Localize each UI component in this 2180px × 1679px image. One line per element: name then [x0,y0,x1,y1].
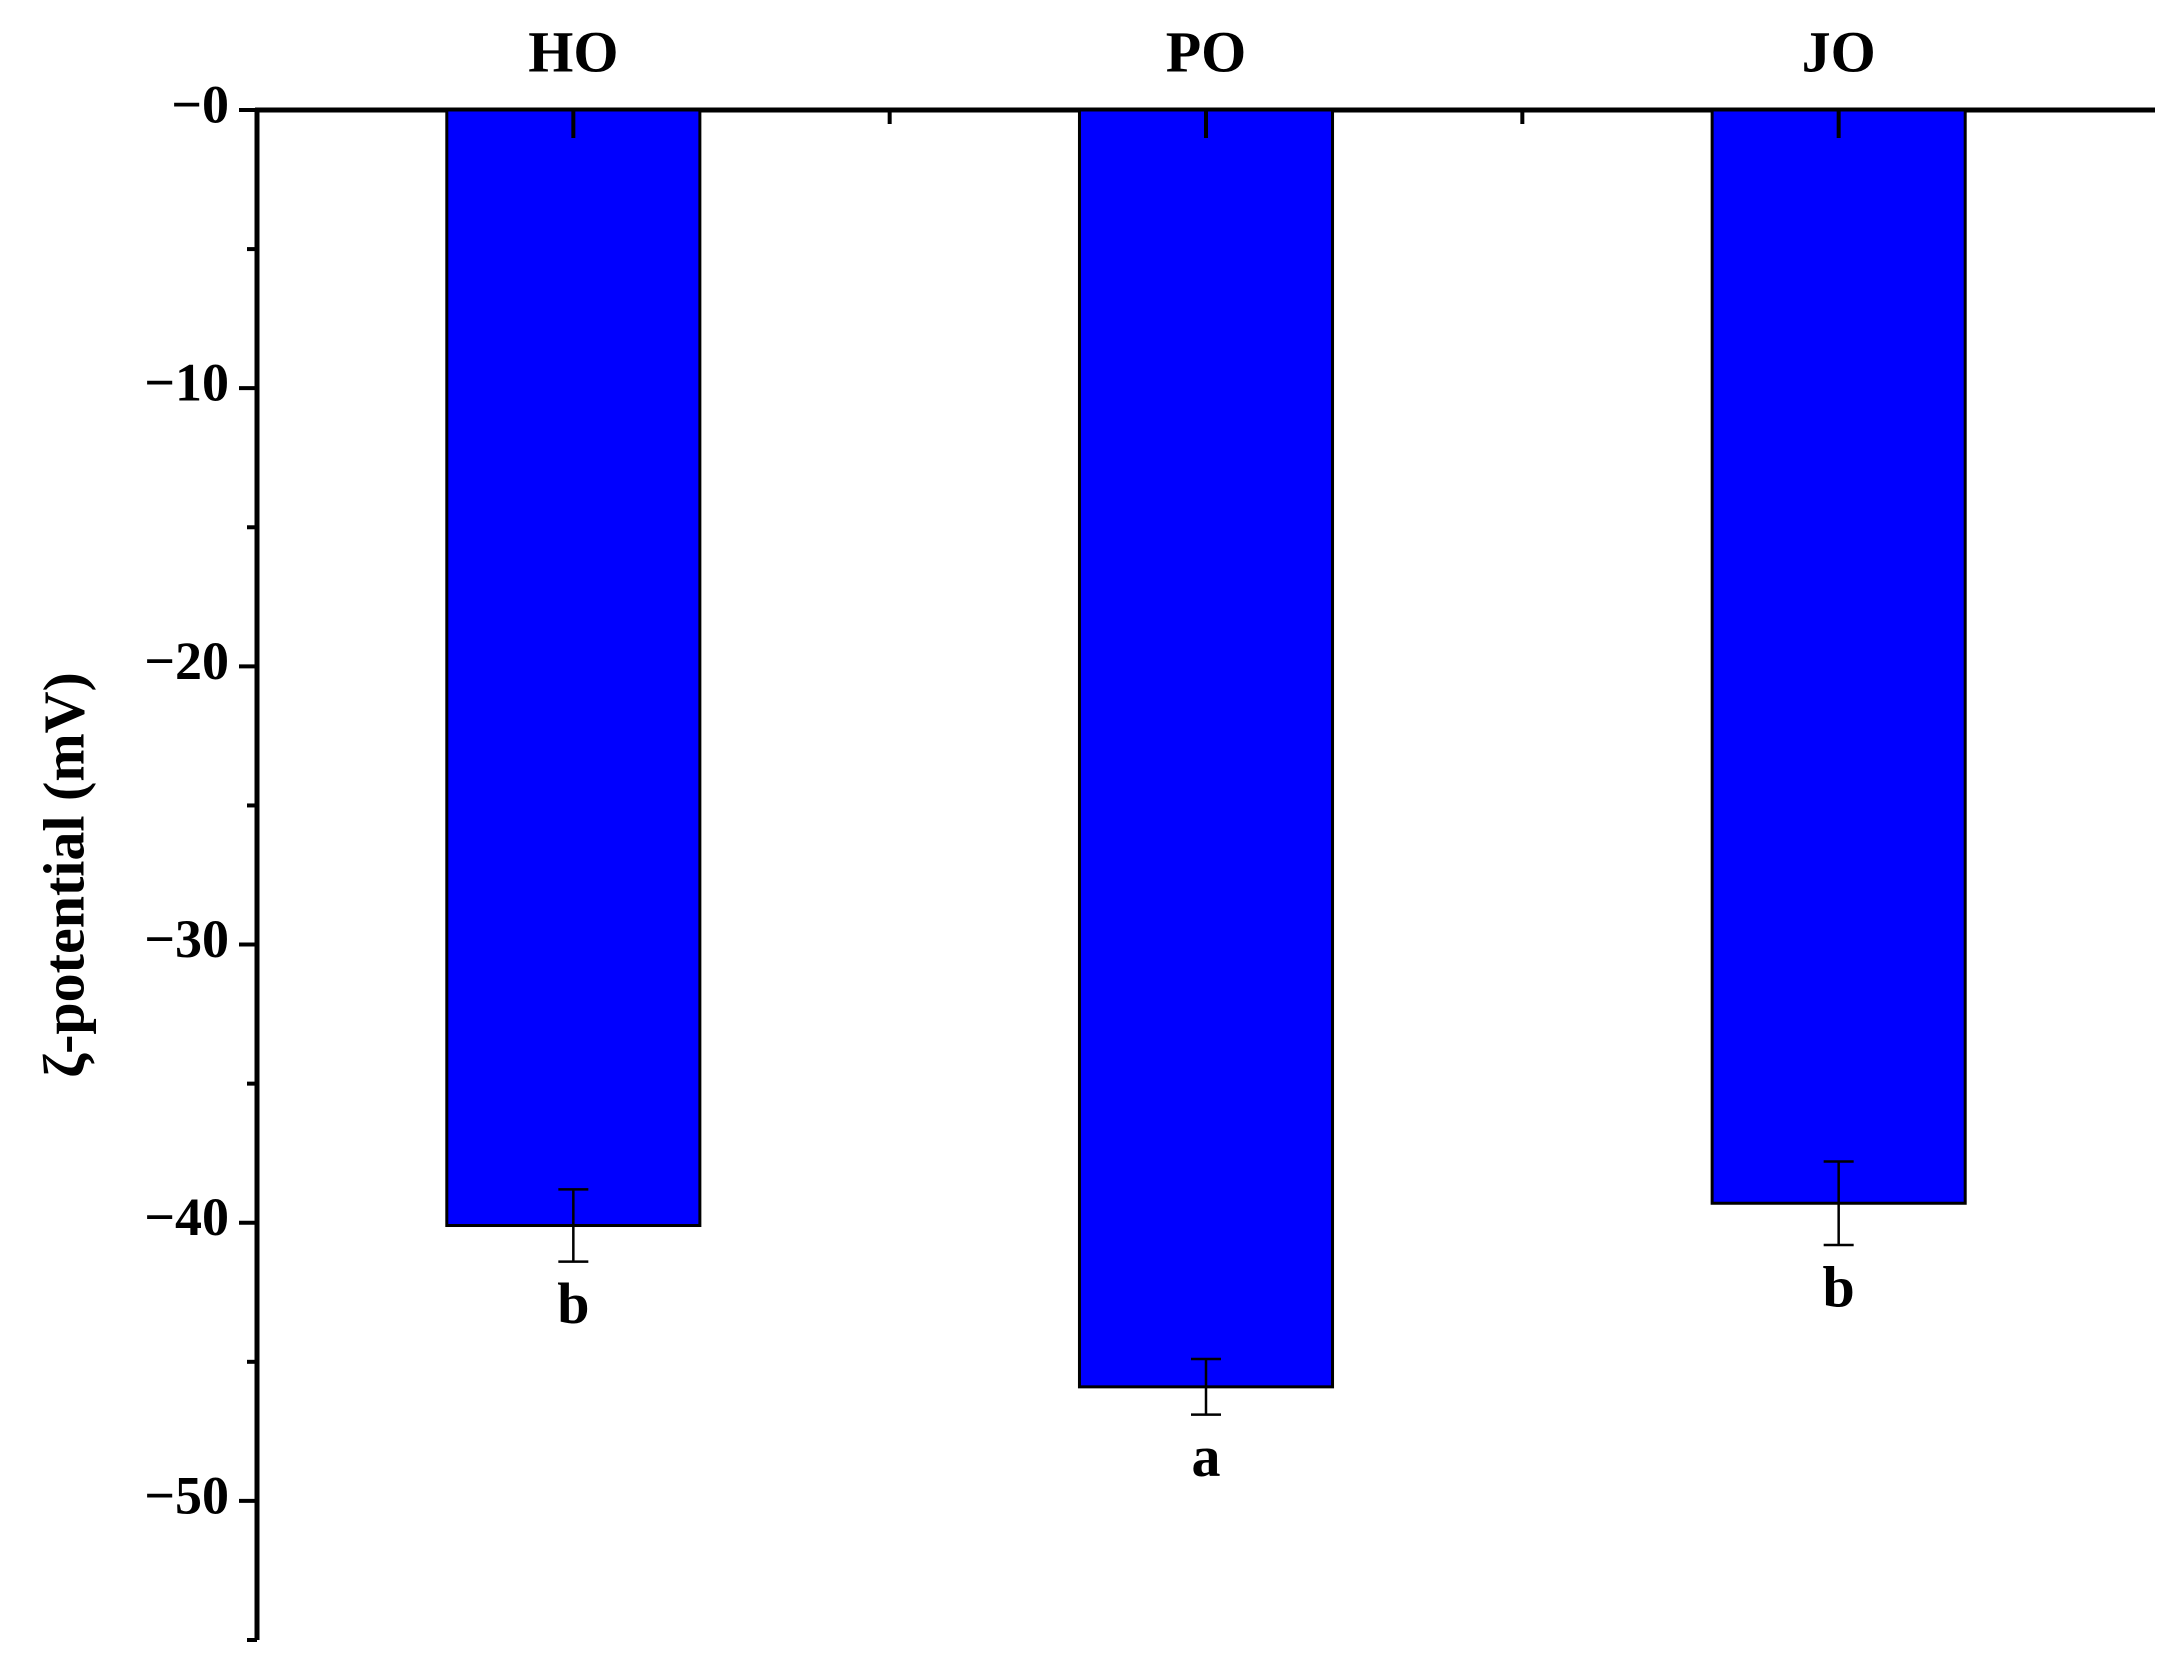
significance-label: b [557,1271,589,1336]
y-tick-label: −50 [144,1465,229,1525]
y-tick-label: −10 [144,353,229,413]
significance-label: a [1192,1424,1221,1489]
y-axis-label: ζ-potential (mV) [31,672,96,1078]
bar [1710,108,1967,1205]
x-tick-label: HO [528,19,618,84]
y-tick-label: −20 [144,631,229,691]
y-tick-label: −0 [171,74,229,134]
significance-label: b [1823,1254,1855,1319]
y-tick-label: −40 [144,1187,229,1247]
x-tick-label: PO [1166,19,1247,84]
x-tick-label: JO [1802,19,1876,84]
y-tick-label: −30 [144,909,229,969]
bar [1077,108,1335,1389]
bar [445,108,702,1228]
